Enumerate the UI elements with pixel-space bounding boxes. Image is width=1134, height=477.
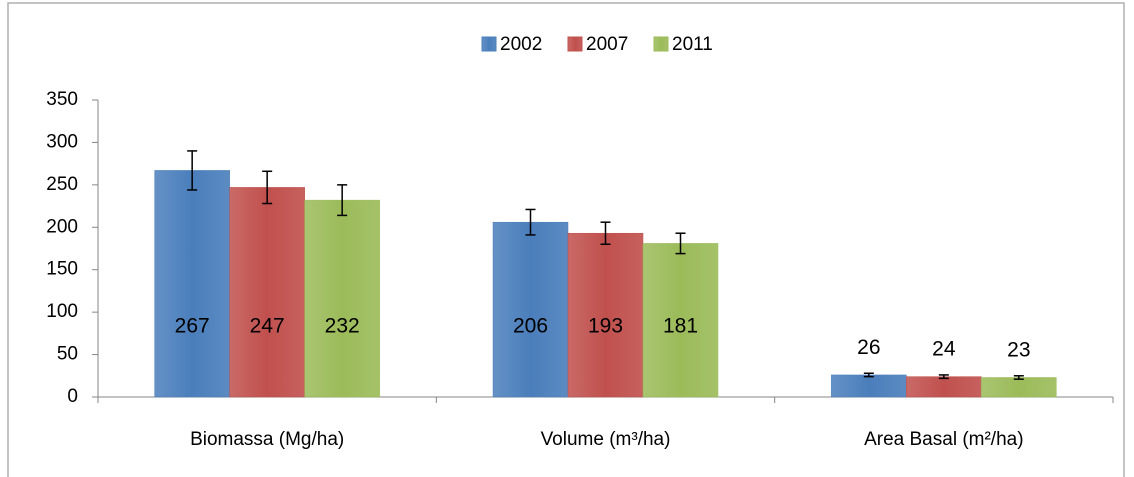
error-bar bbox=[337, 184, 348, 217]
data-label: 267 bbox=[175, 315, 210, 338]
bar bbox=[304, 199, 380, 398]
legend-label: 2007 bbox=[586, 34, 628, 55]
bar bbox=[831, 374, 907, 398]
legend-swatch bbox=[567, 36, 583, 52]
bar bbox=[981, 377, 1057, 398]
y-tick-label: 300 bbox=[46, 131, 78, 152]
bar bbox=[642, 243, 719, 398]
data-label: 181 bbox=[663, 315, 698, 338]
x-tick-label: Area Basal (m²/ha) bbox=[864, 429, 1023, 450]
legend-swatch bbox=[481, 36, 497, 52]
error-bar bbox=[675, 232, 686, 255]
error-bar bbox=[187, 150, 198, 191]
y-tick-label: 250 bbox=[46, 174, 78, 195]
error-bar bbox=[600, 221, 611, 246]
y-tick-label: 100 bbox=[46, 301, 78, 322]
legend-label: 2011 bbox=[672, 34, 713, 55]
bar bbox=[906, 376, 982, 398]
data-label: 24 bbox=[932, 337, 956, 360]
x-tick-label: Biomassa (Mg/ha) bbox=[190, 429, 344, 450]
y-tick-label: 350 bbox=[46, 89, 78, 110]
data-label: 23 bbox=[1007, 338, 1030, 361]
y-tick-label: 150 bbox=[46, 259, 78, 280]
data-label: 232 bbox=[325, 315, 360, 338]
error-bar bbox=[863, 372, 874, 378]
bar bbox=[154, 170, 230, 398]
error-bar bbox=[525, 208, 536, 236]
data-label: 193 bbox=[588, 315, 623, 338]
bar bbox=[492, 221, 569, 398]
error-bar bbox=[938, 374, 949, 380]
error-bar bbox=[262, 170, 273, 205]
data-label: 206 bbox=[513, 315, 548, 338]
y-tick-label: 0 bbox=[67, 386, 78, 407]
chart-border bbox=[7, 2, 1125, 477]
data-label: 247 bbox=[250, 315, 285, 338]
error-bar bbox=[1013, 375, 1024, 380]
y-tick-label: 200 bbox=[46, 216, 78, 237]
y-tick-label: 50 bbox=[57, 344, 78, 365]
legend-swatch bbox=[653, 36, 669, 52]
bar bbox=[229, 187, 305, 398]
legend-label: 2002 bbox=[500, 34, 542, 55]
x-tick-label: Volume (m³/ha) bbox=[541, 429, 671, 450]
data-label: 26 bbox=[857, 336, 880, 359]
